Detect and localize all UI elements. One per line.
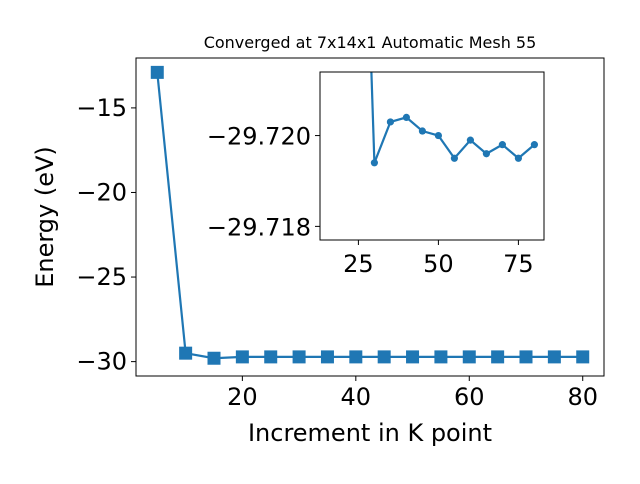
x-tick-label: 80 (567, 383, 598, 411)
x-tick-label: 40 (341, 383, 372, 411)
y-tick-label: −25 (76, 263, 127, 291)
inset-data-point (498, 141, 506, 149)
inset-data-point (418, 127, 426, 135)
inset-y-tick-label: −29.720 (207, 123, 311, 151)
y-tick-label: −15 (76, 94, 127, 122)
main-data-point (462, 350, 476, 364)
inset-data-point (434, 131, 442, 140)
main-plot: 20 40 60 80 −15 −20 −25 −30 Converged at 7x14x… (31, 33, 605, 447)
main-data-point (150, 65, 164, 79)
main-series-line (156, 72, 583, 360)
inset-data-point (386, 118, 394, 126)
inset-data-point (402, 113, 410, 122)
main-data-point (207, 351, 221, 365)
main-data-point (377, 350, 391, 364)
inset-y-axis: −29.720 −29.718 (207, 123, 320, 241)
main-data-point (264, 350, 278, 364)
inset-data-point (514, 154, 523, 162)
x-axis-label: Increment in K point (248, 419, 492, 447)
inset-x-tick-label: 50 (423, 250, 454, 278)
main-data-point (235, 350, 249, 364)
inset-offscale-segment (370, 71, 376, 163)
main-data-point (434, 350, 448, 364)
main-y-axis: −15 −20 −25 −30 (76, 94, 136, 376)
inset-data-point (466, 136, 474, 144)
inset-data-point (530, 141, 539, 149)
inset-background (320, 72, 544, 240)
main-x-axis: 20 40 60 80 (227, 376, 598, 411)
inset-data-point (370, 159, 378, 167)
main-data-point (179, 346, 193, 360)
main-data-point (320, 350, 334, 364)
inset-series (370, 71, 539, 167)
main-data-point (491, 350, 505, 364)
x-tick-label: 60 (454, 383, 485, 411)
inset-data-point (482, 150, 490, 158)
main-data-point (576, 350, 590, 364)
inset-plot: 25 50 75 −29.720 −29.718 (207, 71, 545, 278)
inset-x-tick-label: 75 (503, 250, 534, 278)
main-plot-frame (135, 57, 605, 377)
y-tick-label: −20 (76, 178, 127, 206)
main-data-point (292, 350, 306, 364)
inset-x-tick-label: 25 (343, 250, 374, 278)
chart-title: Converged at 7x14x1 Automatic Mesh 55 (204, 33, 537, 52)
y-tick-label: −30 (76, 348, 127, 376)
main-data-point (547, 350, 561, 364)
main-data-point (406, 350, 420, 364)
inset-frame (319, 71, 545, 241)
inset-x-axis: 25 50 75 (343, 240, 534, 278)
inset-data-point (450, 154, 458, 162)
main-data-point (349, 350, 363, 364)
main-series (150, 65, 590, 365)
main-data-point (519, 350, 533, 364)
inset-y-tick-label: −29.718 (207, 213, 311, 241)
y-axis-label: Energy (eV) (31, 146, 59, 288)
x-tick-label: 20 (227, 383, 258, 411)
